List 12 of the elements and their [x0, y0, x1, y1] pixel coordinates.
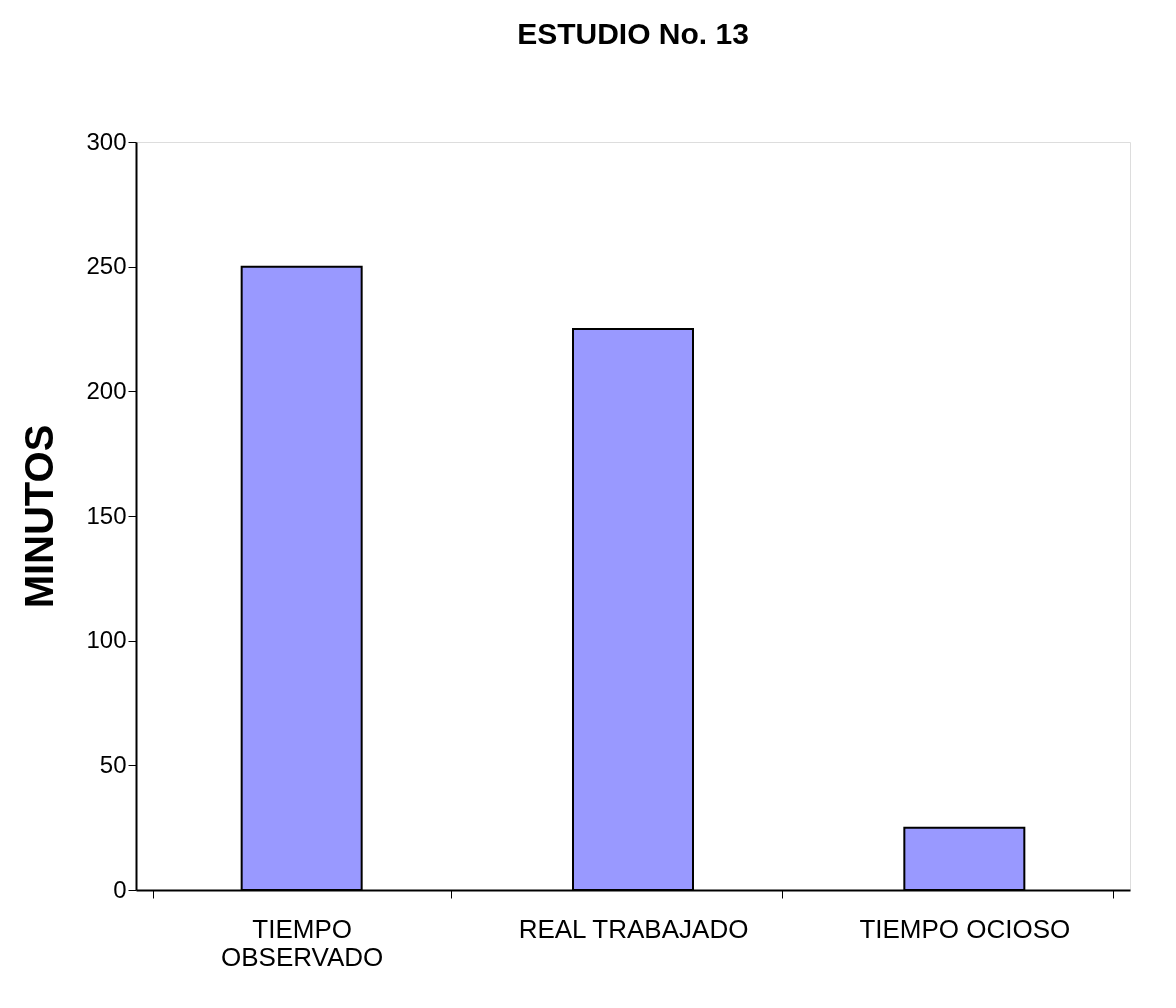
y-tick-label: 0 — [113, 875, 127, 903]
x-tick-label: TIEMPO OCIOSO — [859, 913, 1071, 944]
y-tick-label: 200 — [86, 376, 127, 404]
chart-title: ESTUDIO No. 13 — [517, 17, 749, 50]
x-tick-label: REAL TRABAJADO — [518, 913, 749, 944]
y-tick-label: 150 — [86, 501, 127, 529]
y-tick-label: 250 — [86, 252, 127, 280]
x-tick-label: TIEMPO OBSERVADO — [221, 913, 384, 972]
y-tick-label: 300 — [86, 127, 127, 155]
y-axis-title: MINUTOS — [17, 424, 62, 609]
y-tick-label: 100 — [86, 626, 127, 654]
y-tick-label: 50 — [99, 750, 127, 778]
